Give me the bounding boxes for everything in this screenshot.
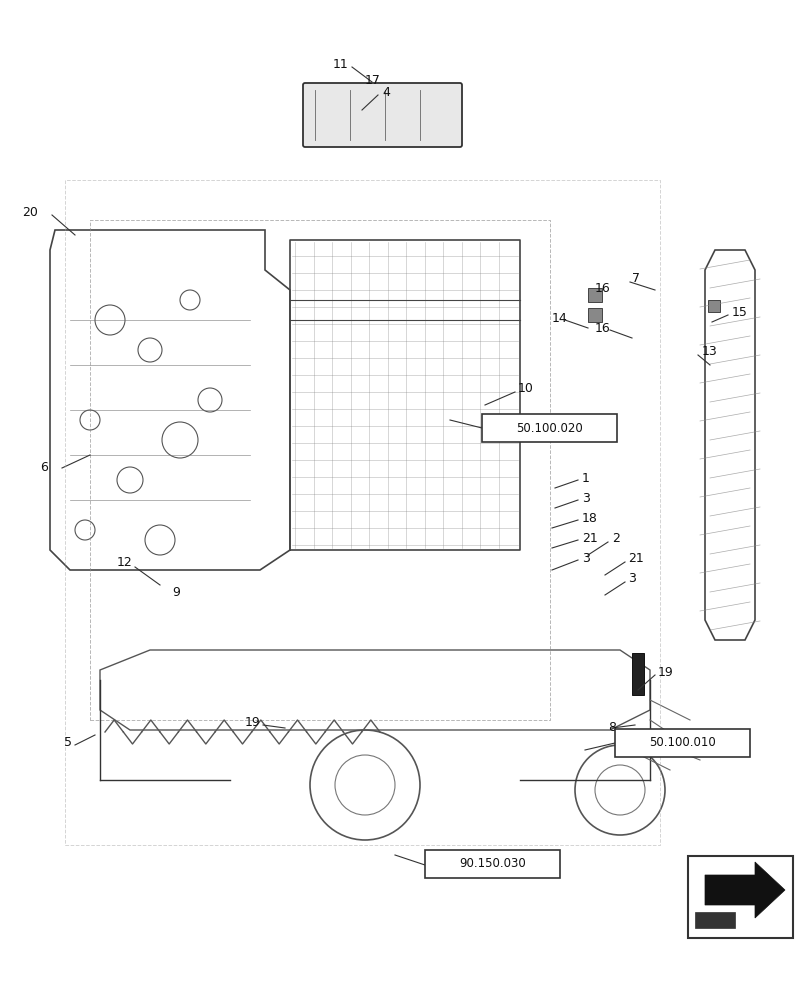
- FancyBboxPatch shape: [303, 83, 461, 147]
- Text: 50.100.010: 50.100.010: [648, 736, 715, 749]
- Text: 3: 3: [627, 571, 635, 584]
- Text: 4: 4: [381, 87, 389, 100]
- Text: 12: 12: [116, 555, 132, 568]
- Bar: [587, 308, 601, 322]
- Text: 1: 1: [581, 472, 589, 485]
- Text: 19: 19: [244, 715, 260, 728]
- Text: 17: 17: [365, 74, 380, 87]
- Text: 3: 3: [581, 491, 589, 504]
- Bar: [482, 414, 616, 442]
- Text: 50.100.020: 50.100.020: [516, 422, 582, 434]
- Polygon shape: [694, 912, 734, 928]
- Text: 16: 16: [594, 282, 610, 294]
- Text: 16: 16: [594, 322, 610, 334]
- Text: 13: 13: [702, 345, 717, 358]
- Text: 19: 19: [657, 666, 673, 678]
- Text: 15: 15: [731, 306, 747, 318]
- Text: 90.150.030: 90.150.030: [458, 857, 526, 870]
- Text: 5: 5: [64, 735, 72, 748]
- Text: 2: 2: [611, 531, 619, 544]
- Text: 3: 3: [581, 551, 589, 564]
- Bar: [587, 288, 601, 302]
- Text: 14: 14: [551, 312, 567, 324]
- Text: 8: 8: [607, 721, 616, 734]
- Bar: [614, 729, 749, 757]
- Text: 6: 6: [40, 461, 48, 474]
- Text: 11: 11: [332, 58, 348, 71]
- Text: 21: 21: [581, 531, 597, 544]
- Bar: [631, 653, 643, 695]
- Bar: [424, 850, 560, 878]
- Bar: [707, 300, 719, 312]
- Text: 7: 7: [631, 271, 639, 284]
- Text: 10: 10: [517, 381, 533, 394]
- Text: 18: 18: [581, 511, 597, 524]
- Polygon shape: [704, 862, 784, 918]
- Text: 20: 20: [22, 206, 38, 219]
- Bar: [687, 856, 792, 938]
- Text: 9: 9: [172, 585, 180, 598]
- Text: 21: 21: [627, 551, 643, 564]
